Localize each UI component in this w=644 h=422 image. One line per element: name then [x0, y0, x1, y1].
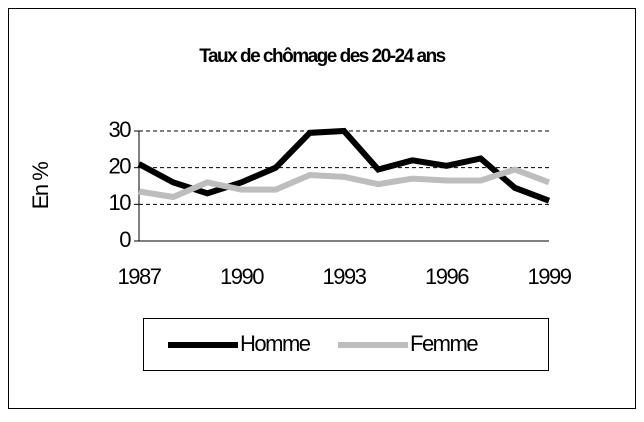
x-tick-label: 1996 — [425, 264, 469, 289]
x-tick-label: 1993 — [323, 264, 367, 289]
x-tick-label: 1999 — [528, 264, 572, 289]
legend-label: Homme — [240, 331, 311, 356]
x-tick-label: 1990 — [220, 264, 264, 289]
series-line — [137, 127, 551, 204]
y-axis-label: En % — [28, 162, 53, 210]
legend-label: Femme — [410, 331, 478, 356]
x-tick-label: 1987 — [118, 264, 162, 289]
y-tick-label: 0 — [119, 227, 131, 252]
chart-title: Taux de chômage des 20-24 ans — [199, 46, 445, 67]
y-tick-label: 30 — [109, 117, 132, 142]
series-line — [138, 166, 551, 201]
y-tick-label: 10 — [109, 190, 132, 215]
y-tick-label: 20 — [109, 153, 132, 178]
